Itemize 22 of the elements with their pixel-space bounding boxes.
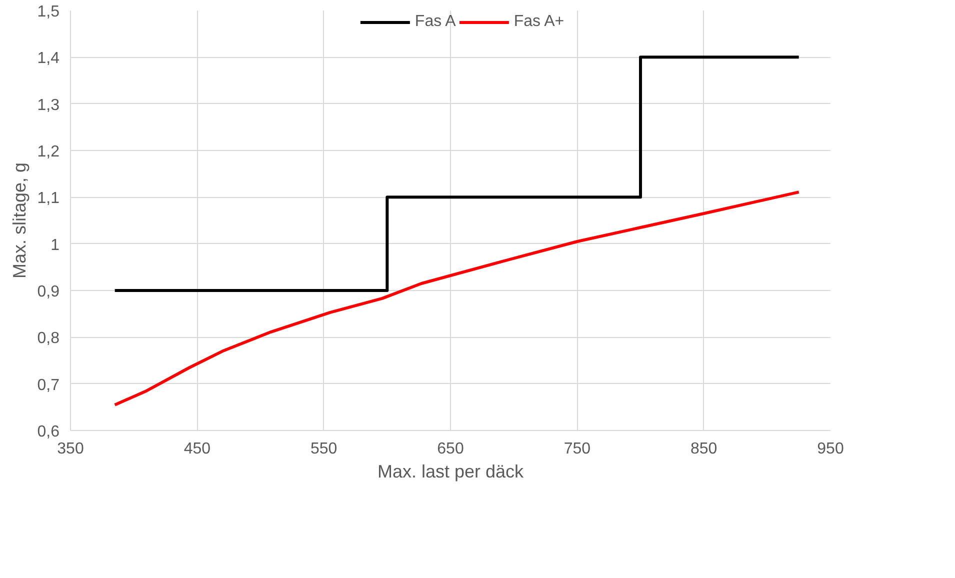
y-tick-label: 1,1 — [37, 190, 60, 208]
y-tick-label: 0,9 — [37, 284, 60, 300]
y-tick-label: 1,4 — [37, 50, 60, 68]
y-tick-label: 0,7 — [37, 376, 60, 394]
y-axis-title: Max. slitage, g — [9, 162, 30, 279]
legend-label: Fas A+ — [514, 13, 564, 31]
legend-label: Fas A — [414, 13, 456, 31]
y-tick-label: 0,6 — [37, 424, 60, 440]
line-series — [113, 190, 800, 406]
x-tick-label: 450 — [184, 440, 211, 458]
y-tick-label: 1,2 — [37, 144, 60, 160]
y-tick-label: 1,3 — [37, 96, 60, 114]
x-axis-title: Max. last per däck — [377, 462, 525, 482]
x-tick-label: 950 — [817, 440, 844, 458]
x-tick-label: 550 — [310, 440, 338, 458]
x-tick-label: 850 — [690, 440, 718, 458]
x-tick-label: 650 — [437, 440, 464, 458]
y-tick-label: 1 — [50, 236, 60, 254]
y-tick-label: 1,5 — [37, 4, 60, 20]
x-tick-label: 750 — [564, 440, 591, 458]
y-tick-label: 0,8 — [37, 330, 60, 348]
x-tick-label: 350 — [57, 440, 84, 458]
